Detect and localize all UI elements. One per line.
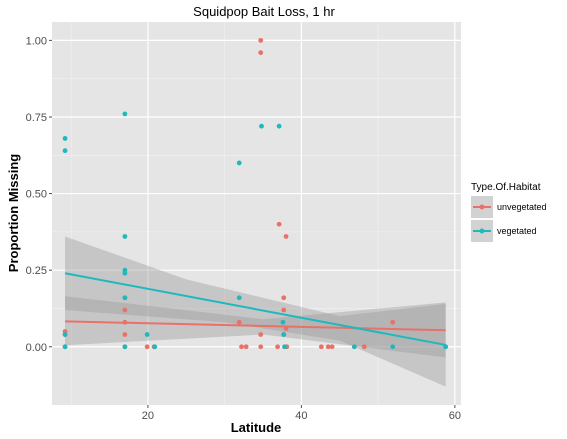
legend-title: Type.Of.Habitat xyxy=(471,182,541,193)
point-unvegetated xyxy=(239,344,244,350)
point-unvegetated xyxy=(325,344,331,350)
fit-lines xyxy=(64,272,446,346)
chart-title: Squidpop Bait Loss, 1 hr xyxy=(193,4,335,19)
point-vegetated xyxy=(122,234,128,239)
point-vegetated xyxy=(280,319,286,325)
point-unvegetated xyxy=(390,319,396,325)
point-vegetated xyxy=(390,344,396,350)
legend: Type.Of.Habitat unvegetated vegetated xyxy=(471,182,547,242)
point-vegetated xyxy=(236,295,242,301)
point-vegetated xyxy=(259,123,264,129)
point-vegetated xyxy=(122,344,128,350)
legend-label-vegetated: vegetated xyxy=(497,226,537,236)
y-tick-label: 1.00 xyxy=(26,35,47,47)
y-tick-label: 0.00 xyxy=(26,342,47,354)
point-vegetated xyxy=(122,295,128,301)
point-vegetated xyxy=(236,160,242,166)
grid-minor xyxy=(52,22,461,405)
point-vegetated xyxy=(276,123,282,129)
point-vegetated xyxy=(122,111,128,117)
point-vegetated xyxy=(351,344,357,350)
point-unvegetated xyxy=(258,37,264,43)
y-tick-label: 0.50 xyxy=(26,189,47,201)
point-vegetated xyxy=(152,344,158,350)
legend-label-unvegetated: unvegetated xyxy=(497,202,547,212)
point-unvegetated xyxy=(122,332,128,337)
point-vegetated xyxy=(122,270,128,276)
point-unvegetated xyxy=(318,344,324,350)
point-vegetated xyxy=(62,344,68,350)
point-unvegetated xyxy=(122,319,128,325)
point-vegetated xyxy=(281,332,287,337)
y-tick-label: 0.25 xyxy=(26,265,47,277)
point-unvegetated xyxy=(258,332,264,337)
x-axis-label: Latitude xyxy=(231,420,282,435)
plot-panel xyxy=(52,22,461,405)
point-vegetated xyxy=(62,136,68,141)
point-unvegetated xyxy=(275,344,281,350)
legend-point-vegetated xyxy=(479,228,485,234)
y-axis-label: Proportion Missing xyxy=(6,154,21,273)
point-unvegetated xyxy=(243,344,249,350)
point-vegetated xyxy=(62,148,68,154)
point-unvegetated xyxy=(122,307,128,313)
point-unvegetated xyxy=(329,344,335,350)
point-vegetated xyxy=(144,332,150,337)
fit-line-vegetated xyxy=(64,272,446,346)
point-vegetated xyxy=(62,332,68,337)
ci-ribbon-unvegetated xyxy=(65,296,446,358)
data-points xyxy=(62,37,449,350)
x-tick-label: 20 xyxy=(142,410,154,422)
point-vegetated xyxy=(282,344,287,350)
x-tick-label: 40 xyxy=(295,410,307,422)
axis-ticks: 20 40 60 0.00 0.25 0.50 0.75 1.00 xyxy=(26,35,461,422)
point-unvegetated xyxy=(236,319,242,325)
point-unvegetated xyxy=(258,50,264,56)
ci-ribbon-vegetated xyxy=(65,236,446,387)
point-unvegetated xyxy=(281,307,287,313)
point-unvegetated xyxy=(281,295,287,301)
y-tick-label: 0.75 xyxy=(26,112,47,124)
point-unvegetated xyxy=(361,344,367,350)
point-unvegetated xyxy=(283,326,289,331)
point-unvegetated xyxy=(283,234,289,239)
point-unvegetated xyxy=(276,221,282,227)
point-vegetated xyxy=(443,344,449,350)
fit-line-unvegetated xyxy=(65,320,446,332)
legend-point-unvegetated xyxy=(479,204,485,210)
point-unvegetated xyxy=(258,344,264,350)
x-tick-label: 60 xyxy=(449,410,461,422)
point-unvegetated xyxy=(144,344,150,350)
confidence-ribbons xyxy=(65,236,446,387)
